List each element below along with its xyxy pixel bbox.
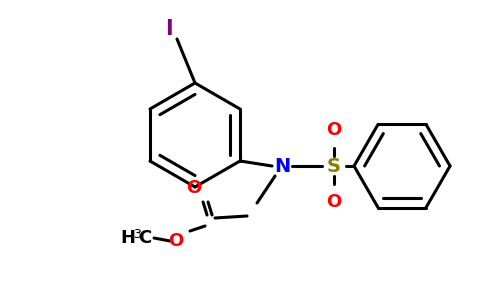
Text: N: N	[274, 157, 290, 175]
Text: O: O	[186, 179, 202, 197]
Text: I: I	[165, 19, 173, 39]
Text: C: C	[138, 229, 151, 247]
Text: S: S	[327, 157, 341, 175]
Text: 3: 3	[133, 227, 141, 241]
Text: H: H	[121, 229, 136, 247]
Text: O: O	[326, 121, 342, 139]
Text: O: O	[326, 193, 342, 211]
Text: O: O	[168, 232, 183, 250]
